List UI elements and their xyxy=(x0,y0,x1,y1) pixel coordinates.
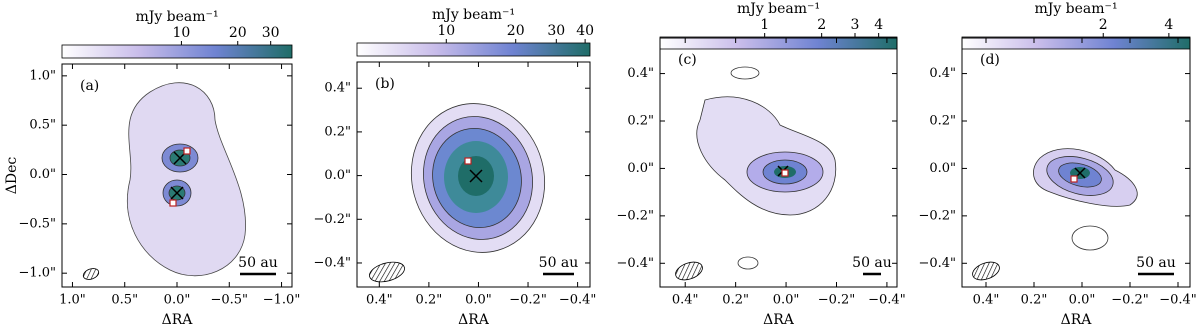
emission-b xyxy=(369,103,546,283)
y-tick-label: −0.2" xyxy=(616,208,654,223)
x-tick-label: 0.5" xyxy=(111,293,138,308)
y-tick-label: 0.0" xyxy=(29,167,56,182)
scale-bar-label: 50 au xyxy=(238,255,278,271)
y-tick-label: 0.2" xyxy=(627,114,654,129)
x-tick-label: 0.2" xyxy=(722,293,749,308)
colorbar xyxy=(659,36,898,50)
colorbar-tick-label: 20 xyxy=(229,25,247,41)
panel-label: (b) xyxy=(375,76,395,92)
y-tick-label: −0.5" xyxy=(18,216,56,231)
x-tick-label: 0.4" xyxy=(973,293,1000,308)
x-tick-label: 0.2" xyxy=(416,293,443,308)
colorbar-tick-label: 40 xyxy=(576,23,594,39)
emission-d xyxy=(972,148,1138,281)
x-tick-label: 0.0" xyxy=(1069,293,1096,308)
colorbar-label: mJy beam⁻¹ xyxy=(737,1,820,17)
scale-bar-label: 50 au xyxy=(852,255,892,271)
panel-label: (c) xyxy=(678,52,697,68)
x-tick-label: −0.4" xyxy=(868,293,906,308)
colorbar-tick-label: 2 xyxy=(817,17,826,33)
x-axis-label: ΔRA xyxy=(763,312,795,326)
x-tick-label: 0.4" xyxy=(672,293,699,308)
y-tick-label: 0.4" xyxy=(929,66,956,81)
colorbar-label: mJy beam⁻¹ xyxy=(135,9,218,25)
colorbar-tick-label: 20 xyxy=(507,23,525,39)
emission-c xyxy=(675,66,837,281)
y-tick-label: 0.4" xyxy=(324,81,351,96)
colorbar-label: mJy beam⁻¹ xyxy=(432,7,515,23)
x-tick-label: 0.0" xyxy=(164,293,191,308)
colorbar xyxy=(61,44,293,59)
y-tick-label: 0.0" xyxy=(627,161,654,176)
scale-bar-label: 50 au xyxy=(1136,255,1176,271)
y-tick-label: −1.0" xyxy=(18,266,56,281)
colorbar-tick-label: 4 xyxy=(1164,17,1173,33)
y-tick-label: 0.0" xyxy=(929,161,956,176)
y-tick-label: −0.4" xyxy=(313,255,351,270)
x-tick-label: 0.4" xyxy=(366,293,393,308)
x-tick-label: 1.0" xyxy=(59,293,86,308)
y-tick-label: −0.2" xyxy=(918,208,956,223)
x-axis-label: ΔRA xyxy=(458,312,490,326)
colorbar-tick-label: 2 xyxy=(1099,17,1108,33)
y-tick-label: 0.4" xyxy=(627,66,654,81)
y-tick-label: −0.4" xyxy=(616,256,654,271)
x-tick-label: −0.5" xyxy=(210,293,248,308)
y-tick-label: 0.5" xyxy=(29,118,56,133)
scale-bar-label: 50 au xyxy=(539,255,579,271)
x-tick-label: 0.0" xyxy=(465,293,492,308)
colorbar xyxy=(961,36,1191,50)
emission-a xyxy=(82,82,246,280)
x-tick-label: −0.4" xyxy=(1159,293,1197,308)
x-tick-label: −0.2" xyxy=(509,293,547,308)
axes-frame xyxy=(356,61,591,288)
x-tick-label: 0.2" xyxy=(1021,293,1048,308)
colorbar-tick-label: 4 xyxy=(874,17,883,33)
axes-frame xyxy=(961,37,1191,288)
x-tick-label: −0.4" xyxy=(559,293,597,308)
y-tick-label: −0.4" xyxy=(918,256,956,271)
colorbar-tick-label: 30 xyxy=(262,25,280,41)
y-tick-label: 1.0" xyxy=(29,68,56,83)
x-axis-label: ΔRA xyxy=(162,312,194,326)
x-axis-label: ΔRA xyxy=(1061,312,1093,326)
colorbar-label: mJy beam⁻¹ xyxy=(1034,1,1117,17)
colorbar-tick-label: 10 xyxy=(173,25,191,41)
x-tick-label: −1.0" xyxy=(263,293,301,308)
y-axis-label: ΔDec xyxy=(4,157,20,195)
y-tick-label: 0.2" xyxy=(929,114,956,129)
y-tick-label: 0.0" xyxy=(324,168,351,183)
x-tick-label: 0.0" xyxy=(773,293,800,308)
colorbar-tick-label: 3 xyxy=(851,17,860,33)
panel-label: (a) xyxy=(80,78,99,94)
colorbar-tick-label: 1 xyxy=(760,17,769,33)
panel-label: (d) xyxy=(980,52,1000,68)
y-tick-label: 0.2" xyxy=(324,124,351,139)
x-tick-label: −0.2" xyxy=(818,293,856,308)
x-tick-label: −0.2" xyxy=(1111,293,1149,308)
colorbar xyxy=(356,42,591,57)
colorbar-tick-label: 30 xyxy=(547,23,565,39)
colorbar-tick-label: 10 xyxy=(437,23,455,39)
axes-frame xyxy=(659,37,898,288)
y-tick-label: −0.2" xyxy=(313,212,351,227)
